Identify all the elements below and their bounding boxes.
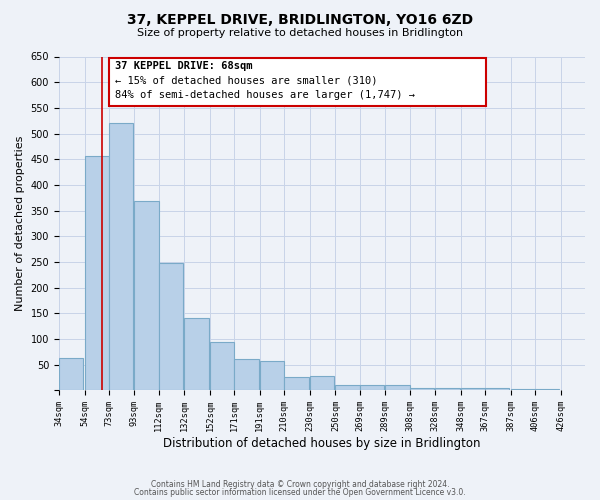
Bar bbox=[535, 388, 559, 390]
Text: 84% of semi-detached houses are larger (1,747) →: 84% of semi-detached houses are larger (… bbox=[115, 90, 415, 100]
Bar bbox=[109, 58, 487, 106]
Bar bbox=[435, 388, 460, 390]
Bar bbox=[134, 202, 159, 390]
Text: Contains HM Land Registry data © Crown copyright and database right 2024.: Contains HM Land Registry data © Crown c… bbox=[151, 480, 449, 489]
Bar bbox=[284, 378, 308, 390]
Bar bbox=[410, 388, 434, 390]
Bar bbox=[85, 156, 109, 390]
Y-axis label: Number of detached properties: Number of detached properties bbox=[15, 136, 25, 311]
Bar bbox=[159, 263, 183, 390]
Bar bbox=[461, 388, 485, 390]
Bar bbox=[485, 388, 509, 390]
Bar bbox=[335, 384, 360, 390]
X-axis label: Distribution of detached houses by size in Bridlington: Distribution of detached houses by size … bbox=[163, 437, 481, 450]
Bar bbox=[511, 388, 535, 390]
Bar bbox=[59, 358, 83, 390]
Bar bbox=[360, 385, 384, 390]
Text: ← 15% of detached houses are smaller (310): ← 15% of detached houses are smaller (31… bbox=[115, 76, 378, 86]
Bar bbox=[210, 342, 234, 390]
Bar bbox=[385, 385, 410, 390]
Bar bbox=[234, 360, 259, 390]
Bar bbox=[260, 361, 284, 390]
Text: Size of property relative to detached houses in Bridlington: Size of property relative to detached ho… bbox=[137, 28, 463, 38]
Bar bbox=[310, 376, 334, 390]
Text: 37, KEPPEL DRIVE, BRIDLINGTON, YO16 6ZD: 37, KEPPEL DRIVE, BRIDLINGTON, YO16 6ZD bbox=[127, 12, 473, 26]
Bar bbox=[109, 122, 133, 390]
Text: 37 KEPPEL DRIVE: 68sqm: 37 KEPPEL DRIVE: 68sqm bbox=[115, 60, 253, 70]
Text: Contains public sector information licensed under the Open Government Licence v3: Contains public sector information licen… bbox=[134, 488, 466, 497]
Bar bbox=[184, 318, 209, 390]
